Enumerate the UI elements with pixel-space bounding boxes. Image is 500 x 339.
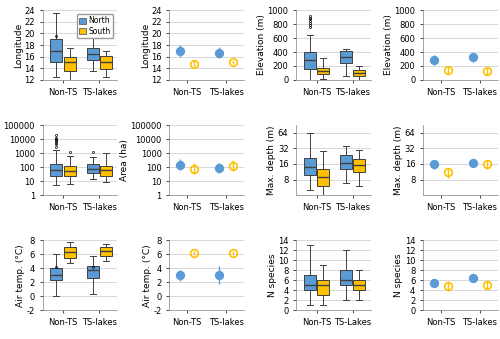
- PathPatch shape: [64, 165, 76, 176]
- PathPatch shape: [340, 270, 352, 285]
- PathPatch shape: [50, 268, 62, 280]
- Y-axis label: Max. depth (m): Max. depth (m): [394, 125, 404, 195]
- PathPatch shape: [317, 280, 329, 295]
- Y-axis label: Area (ha): Area (ha): [120, 139, 129, 181]
- PathPatch shape: [86, 164, 99, 173]
- PathPatch shape: [100, 56, 112, 69]
- PathPatch shape: [64, 57, 76, 71]
- PathPatch shape: [50, 39, 62, 62]
- PathPatch shape: [100, 166, 112, 176]
- Y-axis label: Elevation (m): Elevation (m): [257, 15, 266, 76]
- PathPatch shape: [340, 155, 352, 168]
- PathPatch shape: [354, 280, 366, 290]
- Y-axis label: Longitude: Longitude: [14, 22, 23, 68]
- Y-axis label: Area (ha): Area (ha): [0, 139, 2, 181]
- PathPatch shape: [317, 68, 329, 74]
- PathPatch shape: [64, 247, 76, 258]
- PathPatch shape: [86, 265, 99, 278]
- PathPatch shape: [317, 168, 329, 186]
- Y-axis label: Longitude: Longitude: [140, 22, 149, 68]
- PathPatch shape: [354, 159, 366, 173]
- PathPatch shape: [304, 52, 316, 69]
- PathPatch shape: [50, 164, 62, 176]
- PathPatch shape: [86, 48, 99, 60]
- Y-axis label: N species: N species: [268, 254, 276, 297]
- Y-axis label: Air temp. (°C): Air temp. (°C): [143, 244, 152, 306]
- PathPatch shape: [340, 51, 352, 63]
- PathPatch shape: [100, 247, 112, 256]
- Y-axis label: Elevation (m): Elevation (m): [384, 15, 393, 76]
- Y-axis label: N species: N species: [394, 254, 404, 297]
- PathPatch shape: [354, 70, 366, 76]
- PathPatch shape: [304, 275, 316, 290]
- PathPatch shape: [304, 158, 316, 175]
- Legend: North, South: North, South: [76, 14, 114, 38]
- Y-axis label: Max. depth (m): Max. depth (m): [268, 125, 276, 195]
- Y-axis label: Air temp. (°C): Air temp. (°C): [16, 244, 25, 306]
